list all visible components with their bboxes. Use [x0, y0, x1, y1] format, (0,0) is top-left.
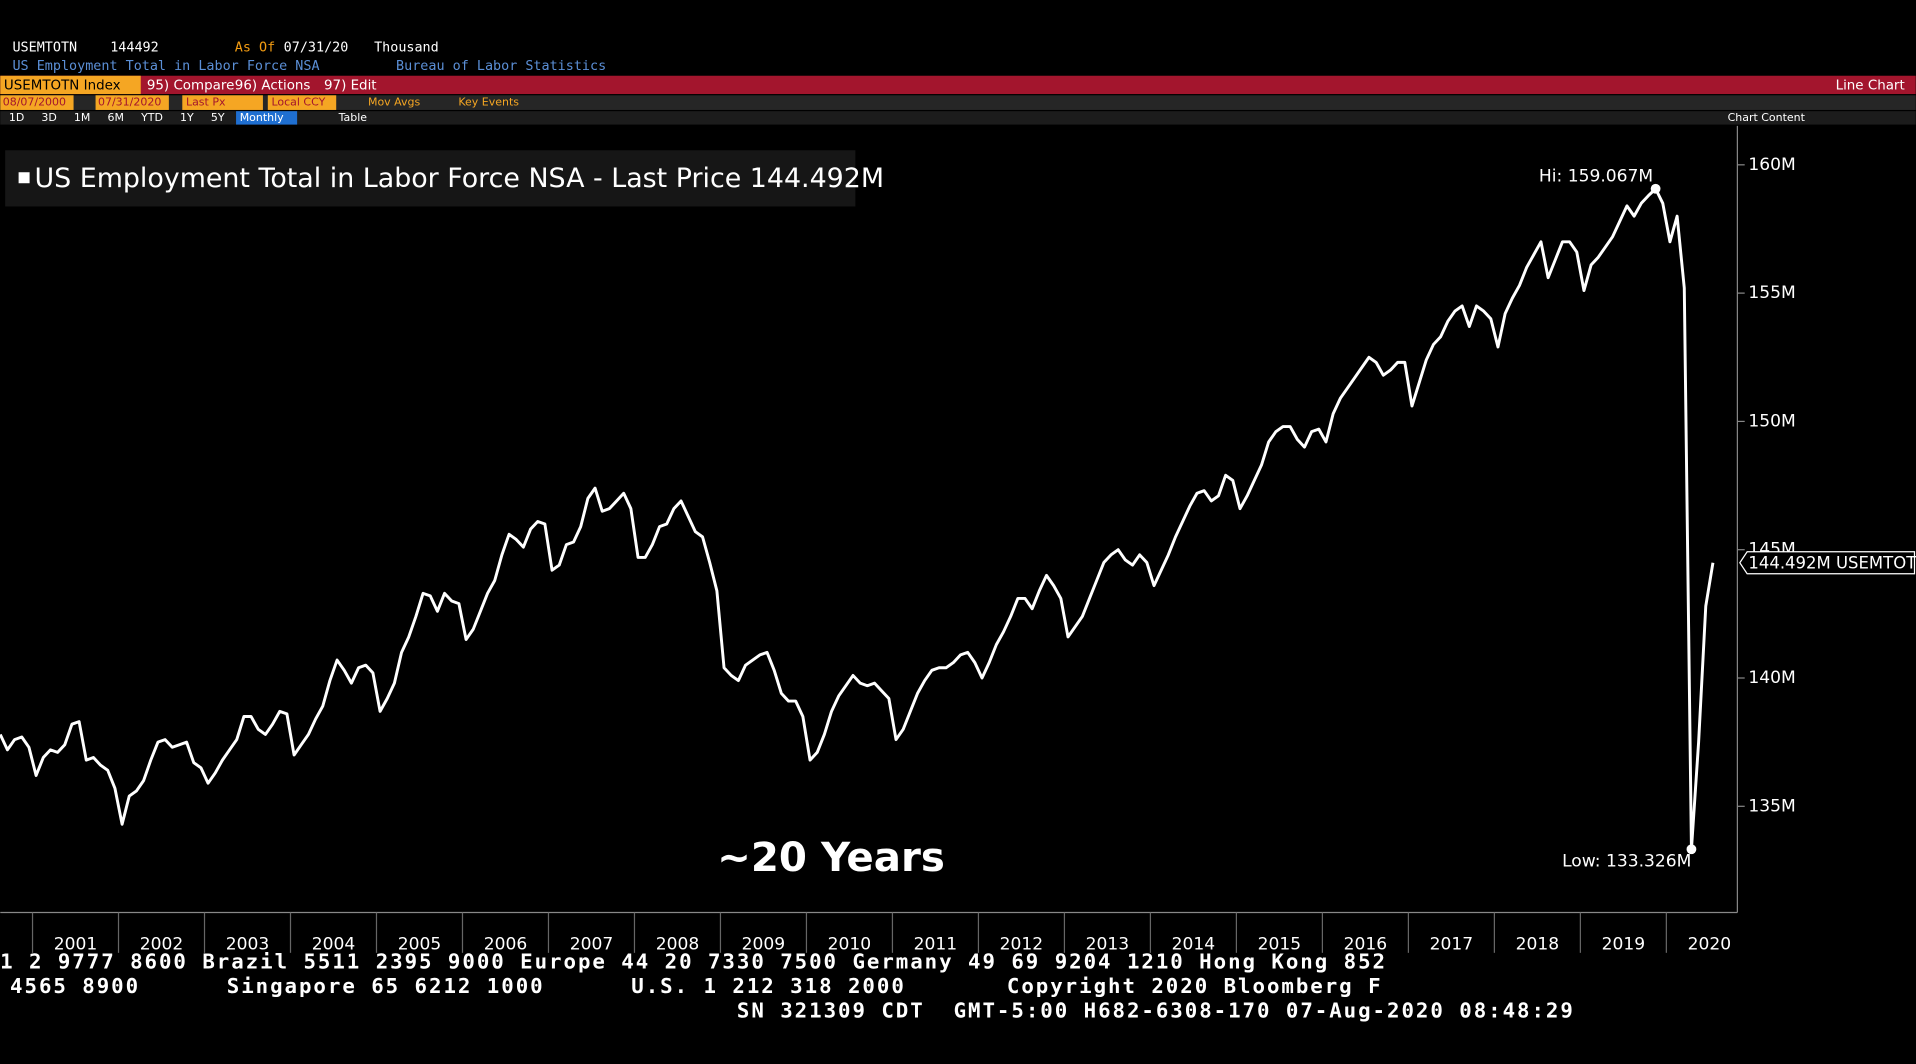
high-point	[1650, 183, 1661, 194]
y-tick-label: 135M	[1748, 796, 1795, 816]
ticker-line: 61 2 9777 8600 Brazil 5511 2395 9000 Eur…	[0, 950, 1387, 974]
ticker-line: SN 321309 CDT GMT-5:00 H682-6308-170 07-…	[737, 998, 1575, 1022]
compare-button[interactable]: 95) Compare	[147, 79, 234, 94]
series-line	[0, 187, 1715, 851]
currency-box[interactable]	[267, 95, 337, 110]
settings-bar	[0, 95, 1916, 110]
range-button[interactable]: 3D	[41, 111, 56, 124]
low-label: Low: 133.326M	[1562, 851, 1691, 871]
legend-box	[5, 150, 856, 207]
x-tick-label: 2013	[1086, 934, 1130, 954]
ticker: USEMTOTN	[12, 41, 77, 56]
x-tick-label: 2014	[1172, 934, 1216, 954]
field-box[interactable]	[182, 95, 263, 110]
value: 144492	[110, 41, 158, 56]
security-name: US Employment Total in Labor Force NSA	[12, 59, 319, 74]
security-input[interactable]: USEMTOTN Index	[4, 79, 121, 94]
end-date-field[interactable]	[95, 95, 169, 110]
view-name: Line Chart	[1836, 79, 1905, 94]
y-tick-label: 150M	[1748, 411, 1795, 431]
x-tick-label: 2012	[1000, 934, 1044, 954]
high-label: Hi: 159.067M	[1539, 167, 1653, 187]
x-tick-label: 2011	[914, 934, 958, 954]
chart-content[interactable]: Chart Content	[1728, 111, 1806, 124]
toolbar	[0, 75, 1916, 95]
frequency-box[interactable]	[236, 111, 298, 125]
x-tick-label: 2019	[1602, 934, 1646, 954]
end-date[interactable]: 07/31/2020	[98, 96, 161, 109]
range-button[interactable]: 1Y	[180, 111, 194, 124]
edit-button[interactable]: 97) Edit	[324, 79, 377, 94]
x-tick-label: 2005	[398, 934, 442, 954]
field[interactable]: Last Px	[186, 96, 226, 109]
y-tick-label: 160M	[1748, 155, 1795, 175]
y-tick-label: 155M	[1748, 283, 1795, 303]
currency[interactable]: Local CCY	[271, 96, 325, 109]
low-point	[1686, 844, 1697, 855]
x-tick-label: 2010	[828, 934, 872, 954]
x-tick-label: 2018	[1516, 934, 1560, 954]
start-date[interactable]: 08/07/2000	[3, 96, 66, 109]
range-button[interactable]: 1D	[9, 111, 24, 124]
x-tick-label: 2008	[656, 934, 700, 954]
actions-button[interactable]: 96) Actions	[235, 79, 311, 94]
as-of-label: As Of	[235, 41, 275, 56]
x-tick-label: 2007	[570, 934, 614, 954]
start-date-field[interactable]	[0, 95, 74, 110]
x-tick-label: 2002	[140, 934, 184, 954]
ticker-line: 4565 8900 Singapore 65 6212 1000 U.S. 1 …	[10, 974, 1382, 998]
source: Bureau of Labor Statistics	[396, 59, 606, 74]
mov-avgs[interactable]: Mov Avgs	[368, 96, 421, 109]
range-button[interactable]: 6M	[108, 111, 124, 124]
x-tick-label: 2017	[1430, 934, 1474, 954]
range-button[interactable]: 5Y	[211, 111, 225, 124]
x-tick-label: 2015	[1258, 934, 1302, 954]
period-note: ~20 Years	[717, 834, 945, 881]
security-field[interactable]	[0, 75, 141, 95]
range-button[interactable]: 1M	[74, 111, 90, 124]
legend-swatch	[18, 172, 30, 184]
table-button[interactable]: Table	[338, 111, 368, 124]
y-tick-label: 140M	[1748, 668, 1795, 688]
legend-text: US Employment Total in Labor Force NSA -…	[34, 163, 884, 194]
ticker-footer: 61 2 9777 8600 Brazil 5511 2395 9000 Eur…	[0, 950, 1575, 1023]
frequency[interactable]: Monthly	[240, 111, 284, 124]
x-tick-label: 2016	[1344, 934, 1388, 954]
as-of: 07/31/20	[284, 41, 349, 56]
x-tick-label: 2009	[742, 934, 786, 954]
key-events[interactable]: Key Events	[458, 96, 519, 109]
last-price-tag	[1739, 551, 1916, 575]
range-button[interactable]: YTD	[140, 111, 163, 124]
range-bar	[0, 111, 1916, 125]
units: Thousand	[374, 41, 439, 56]
x-tick-label: 2006	[484, 934, 528, 954]
x-tick-label: 2003	[226, 934, 270, 954]
x-tick-label: 2020	[1688, 934, 1732, 954]
last-price-label: 144.492M USEMTOTN	[1748, 553, 1916, 572]
x-tick-label: 2001	[54, 934, 98, 954]
x-tick-label: 2004	[312, 934, 356, 954]
